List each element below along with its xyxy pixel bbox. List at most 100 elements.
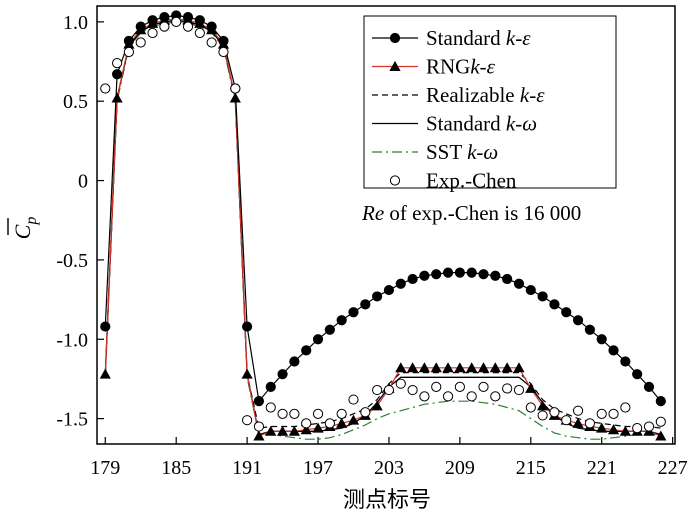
data-point <box>549 407 560 418</box>
data-point <box>289 356 300 367</box>
data-point <box>312 408 324 419</box>
legend-label: Exp.-Chen <box>426 169 517 193</box>
data-point <box>525 284 536 296</box>
data-point <box>159 12 170 23</box>
x-tick-label: 197 <box>303 457 333 479</box>
data-point <box>312 422 324 433</box>
data-point <box>348 394 359 405</box>
data-point <box>277 408 288 419</box>
x-tick-label: 179 <box>90 457 120 479</box>
series-0 <box>100 10 666 407</box>
legend-entry-0: Standard k-ε <box>372 26 531 50</box>
y-tick-label: -1.0 <box>56 329 88 351</box>
data-point <box>466 391 477 402</box>
data-point <box>490 270 501 281</box>
data-point <box>442 391 454 402</box>
data-point <box>159 21 170 32</box>
data-point <box>383 384 395 396</box>
legend-entry-3: Standard k-ω <box>372 112 537 136</box>
data-point <box>431 381 442 392</box>
legend-entry-2: Realizable k-ε <box>372 83 545 107</box>
data-point <box>584 418 595 429</box>
data-point <box>395 362 407 373</box>
data-point <box>430 362 442 373</box>
data-point <box>572 417 584 428</box>
data-point <box>242 415 253 426</box>
data-point <box>253 421 265 432</box>
data-point <box>572 315 584 326</box>
data-point <box>513 384 525 396</box>
x-tick-label: 203 <box>374 457 404 479</box>
data-point <box>276 425 289 436</box>
x-tick-label: 215 <box>516 457 546 479</box>
data-point <box>123 35 135 47</box>
data-point <box>502 273 513 285</box>
data-point <box>206 37 217 48</box>
data-point <box>372 384 383 396</box>
x-axis-title: 测点标号 <box>343 487 431 512</box>
data-point <box>301 345 312 356</box>
data-point <box>537 410 548 421</box>
data-point <box>489 362 501 373</box>
data-point <box>277 369 288 380</box>
x-tick-label: 209 <box>445 457 475 479</box>
svg-text:Cp: Cp <box>10 217 40 240</box>
data-point <box>206 21 217 32</box>
data-point <box>466 267 477 278</box>
data-point <box>620 356 631 367</box>
data-point <box>360 407 371 418</box>
series-2 <box>104 19 661 429</box>
data-point <box>182 12 194 23</box>
data-point <box>406 362 419 373</box>
data-point <box>194 15 205 26</box>
data-point <box>478 269 489 280</box>
data-point <box>607 424 620 435</box>
y-tick-label: 0.5 <box>63 91 88 113</box>
data-point <box>407 273 418 285</box>
data-point <box>608 345 619 356</box>
data-point <box>501 362 513 373</box>
legend-entry-5: Exp.-Chen <box>389 169 517 193</box>
data-point <box>513 278 525 289</box>
data-point <box>513 362 525 373</box>
y-axis-title: Cp <box>7 217 40 240</box>
data-point <box>265 425 277 436</box>
axis-ticks: 179 185 191 197 203 209 215 221 227 1.0 0.5 0 -0.5 -1… <box>56 12 687 479</box>
data-point <box>454 267 465 278</box>
data-point <box>100 83 111 94</box>
legend-label: SST k-ω <box>426 140 498 164</box>
data-point <box>218 46 229 58</box>
legend-marker <box>389 60 401 71</box>
y-tick-label: 1.0 <box>63 12 88 34</box>
legend-label: Standard k-ε <box>426 26 531 50</box>
data-point <box>584 324 595 335</box>
data-point <box>419 270 430 281</box>
data-point <box>549 299 560 310</box>
x-tick-label: 185 <box>161 457 191 479</box>
y-tick-label: -1.5 <box>56 409 88 431</box>
data-point <box>111 58 123 69</box>
data-point <box>242 321 253 332</box>
data-point <box>643 381 655 392</box>
legend-entry-4: SST k-ω <box>372 140 498 164</box>
data-point <box>324 324 335 335</box>
data-point <box>301 418 312 429</box>
legend-label: Realizable k-ε <box>426 83 545 107</box>
data-point <box>241 368 253 379</box>
data-point <box>395 378 406 389</box>
y-tick-label: 0 <box>78 171 88 193</box>
data-point <box>431 269 442 280</box>
x-tick-label: 221 <box>587 457 617 479</box>
data-point <box>442 267 454 278</box>
data-point <box>561 415 572 426</box>
data-point <box>643 421 655 432</box>
data-point <box>620 402 631 413</box>
data-point <box>502 383 513 394</box>
data-point <box>525 402 536 413</box>
data-point <box>135 37 146 48</box>
data-point <box>230 83 241 94</box>
data-point <box>596 334 607 345</box>
plot-frame <box>96 5 676 445</box>
data-point <box>288 425 300 436</box>
